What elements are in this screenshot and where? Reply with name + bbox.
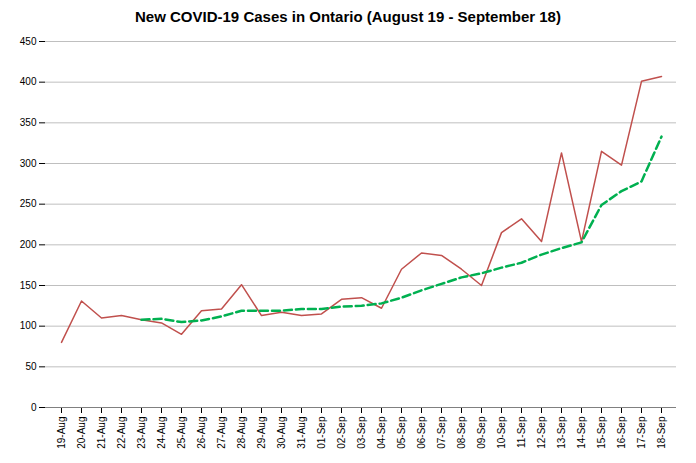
svg-text:350: 350 xyxy=(20,117,37,128)
svg-text:03-Sep: 03-Sep xyxy=(356,416,367,449)
svg-text:15-Sep: 15-Sep xyxy=(596,416,607,449)
svg-text:12-Sep: 12-Sep xyxy=(536,416,547,449)
svg-text:08-Sep: 08-Sep xyxy=(456,416,467,449)
svg-text:28-Aug: 28-Aug xyxy=(236,417,247,449)
svg-text:30-Aug: 30-Aug xyxy=(276,417,287,449)
svg-text:19-Aug: 19-Aug xyxy=(56,417,67,449)
svg-text:26-Aug: 26-Aug xyxy=(196,417,207,449)
svg-text:16-Sep: 16-Sep xyxy=(616,416,627,449)
svg-text:29-Aug: 29-Aug xyxy=(256,417,267,449)
svg-text:50: 50 xyxy=(25,361,37,372)
svg-text:25-Aug: 25-Aug xyxy=(176,417,187,449)
svg-text:02-Sep: 02-Sep xyxy=(336,416,347,449)
svg-text:09-Sep: 09-Sep xyxy=(476,416,487,449)
svg-text:22-Aug: 22-Aug xyxy=(116,417,127,449)
svg-text:450: 450 xyxy=(20,36,37,47)
svg-text:10-Sep: 10-Sep xyxy=(496,416,507,449)
svg-text:20-Aug: 20-Aug xyxy=(76,417,87,449)
svg-text:05-Sep: 05-Sep xyxy=(396,416,407,449)
svg-text:06-Sep: 06-Sep xyxy=(416,416,427,449)
svg-text:31-Aug: 31-Aug xyxy=(296,417,307,449)
svg-text:27-Aug: 27-Aug xyxy=(216,417,227,449)
svg-text:300: 300 xyxy=(20,158,37,169)
svg-text:14-Sep: 14-Sep xyxy=(576,416,587,449)
svg-text:04-Sep: 04-Sep xyxy=(376,416,387,449)
html-text:New COVID-19 Cases in Ontario: New COVID-19 Cases in Ontario (August 19… xyxy=(135,8,561,25)
svg-text:13-Sep: 13-Sep xyxy=(556,416,567,449)
svg-text:250: 250 xyxy=(20,198,37,209)
svg-text:400: 400 xyxy=(20,76,37,87)
svg-text:100: 100 xyxy=(20,320,37,331)
svg-text:01-Sep: 01-Sep xyxy=(316,416,327,449)
svg-text:21-Aug: 21-Aug xyxy=(96,417,107,449)
svg-text:150: 150 xyxy=(20,280,37,291)
svg-text:24-Aug: 24-Aug xyxy=(156,417,167,449)
svg-text:17-Sep: 17-Sep xyxy=(636,416,647,449)
svg-text:23-Aug: 23-Aug xyxy=(136,417,147,449)
svg-text:07-Sep: 07-Sep xyxy=(436,416,447,449)
svg-text:200: 200 xyxy=(20,239,37,250)
svg-text:0: 0 xyxy=(31,402,37,413)
svg-text:11-Sep: 11-Sep xyxy=(516,416,527,448)
svg-text:18-Sep: 18-Sep xyxy=(656,416,667,449)
